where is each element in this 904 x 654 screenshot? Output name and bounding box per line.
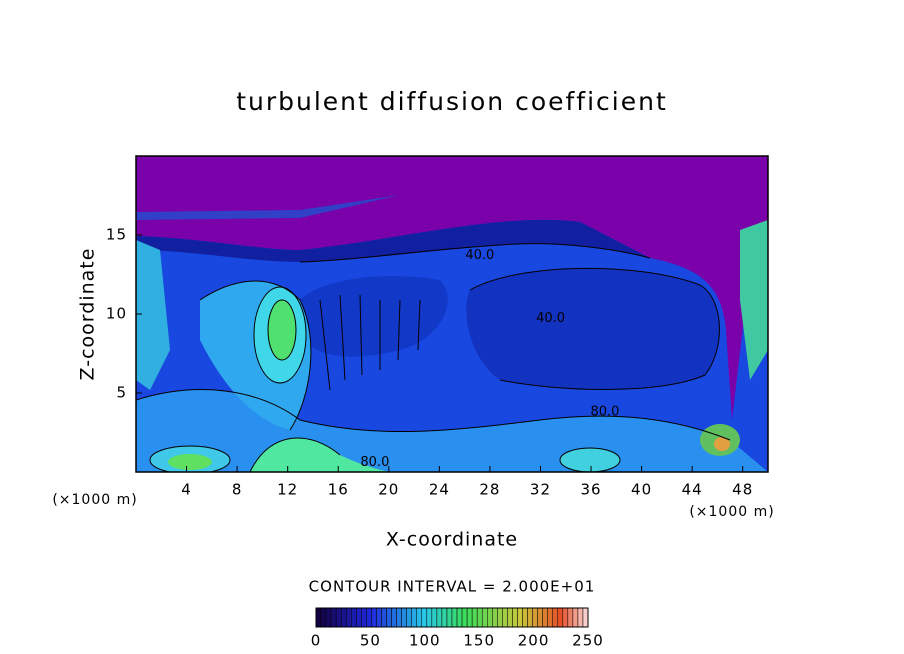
colorbar-swatch bbox=[537, 607, 543, 628]
x-tick-label: 32 bbox=[530, 481, 551, 499]
colorbar-label: CONTOUR INTERVAL = 2.000E+01 bbox=[309, 578, 596, 596]
colorbar-tick-label: 250 bbox=[572, 632, 604, 650]
colorbar-swatch bbox=[547, 607, 553, 628]
y-axis-unit: (×1000 m) bbox=[52, 492, 137, 508]
contour-label: 40.0 bbox=[536, 311, 565, 326]
colorbar-swatch bbox=[456, 607, 463, 628]
colorbar-swatch bbox=[340, 607, 347, 628]
colorbar-swatch bbox=[356, 607, 362, 628]
colorbar-swatch bbox=[497, 607, 503, 628]
colorbar-swatch bbox=[376, 607, 382, 628]
colorbar-swatch bbox=[431, 607, 438, 628]
colorbar-swatch bbox=[507, 607, 513, 628]
y-tick-label: 10 bbox=[106, 305, 127, 323]
colorbar-swatch bbox=[557, 607, 564, 628]
colorbar-swatch bbox=[527, 607, 533, 628]
colorbar-swatch bbox=[406, 607, 412, 628]
colorbar-swatch bbox=[451, 607, 458, 628]
x-tick-label: 24 bbox=[429, 481, 450, 499]
colorbar-swatch bbox=[345, 607, 352, 628]
x-tick-label: 40 bbox=[631, 481, 652, 499]
colorbar-swatch bbox=[441, 607, 448, 628]
colorbar-swatch bbox=[567, 607, 574, 628]
x-tick-label: 12 bbox=[277, 481, 298, 499]
colorbar-tick-label: 200 bbox=[518, 632, 550, 650]
contour-label: 80.0 bbox=[590, 404, 619, 419]
x-tick-label: 8 bbox=[232, 481, 243, 499]
colorbar-tick-label: 0 bbox=[311, 632, 322, 650]
colorbar-swatch bbox=[396, 607, 402, 628]
colorbar-swatch bbox=[411, 607, 417, 628]
colorbar-swatch bbox=[335, 607, 342, 628]
colorbar-swatch bbox=[582, 607, 589, 628]
colorbar-swatch bbox=[320, 607, 327, 628]
y-tick-label: 15 bbox=[106, 226, 127, 244]
colorbar-tick-label: 50 bbox=[360, 632, 381, 650]
x-tick-label: 16 bbox=[328, 481, 349, 499]
colorbar-swatch bbox=[522, 607, 528, 628]
colorbar-swatch bbox=[446, 607, 453, 628]
colorbar-swatch bbox=[487, 607, 493, 628]
chart-title: turbulent diffusion coefficient bbox=[236, 87, 668, 116]
x-tick-label: 36 bbox=[580, 481, 601, 499]
x-tick-label: 48 bbox=[732, 481, 753, 499]
colorbar-swatch bbox=[436, 607, 443, 628]
colorbar-tick-label: 150 bbox=[463, 632, 495, 650]
colorbar-swatch bbox=[421, 607, 428, 628]
colorbar-swatch bbox=[461, 607, 468, 628]
contour-field bbox=[136, 156, 768, 472]
colorbar-swatch bbox=[532, 607, 538, 628]
colorbar-swatch bbox=[391, 607, 397, 628]
colorbar-swatch bbox=[552, 607, 559, 628]
x-axis-unit: (×1000 m) bbox=[689, 504, 774, 520]
y-tick-label: 5 bbox=[116, 384, 127, 402]
colorbar-swatch bbox=[572, 607, 579, 628]
colorbar-swatch bbox=[577, 607, 584, 628]
colorbar-swatch bbox=[315, 607, 322, 628]
colorbar-swatch bbox=[371, 607, 377, 628]
contour-label: 40.0 bbox=[465, 248, 494, 263]
colorbar-swatch bbox=[542, 607, 548, 628]
colorbar-swatch bbox=[366, 607, 372, 628]
colorbar-swatch bbox=[325, 607, 332, 628]
x-axis-label: X-coordinate bbox=[386, 529, 518, 551]
colorbar-swatch bbox=[502, 607, 508, 628]
x-tick-label: 4 bbox=[181, 481, 192, 499]
colorbar-swatch bbox=[361, 607, 367, 628]
colorbar-swatch bbox=[512, 607, 518, 628]
colorbar-swatch bbox=[416, 607, 423, 628]
y-axis-label: Z-coordinate bbox=[77, 248, 99, 381]
colorbar-swatch bbox=[351, 607, 357, 628]
colorbar-tick-label: 100 bbox=[409, 632, 441, 650]
contour-label: 80.0 bbox=[360, 455, 389, 470]
x-tick-label: 28 bbox=[479, 481, 500, 499]
colorbar-swatch bbox=[466, 607, 473, 628]
colorbar-swatch bbox=[330, 607, 337, 628]
colorbar-swatch bbox=[426, 607, 433, 628]
x-tick-label: 44 bbox=[682, 481, 703, 499]
colorbar-swatch bbox=[386, 607, 392, 628]
colorbar-swatch bbox=[562, 607, 569, 628]
colorbar-swatch bbox=[476, 607, 483, 628]
colorbar-frame bbox=[315, 607, 589, 628]
colorbar-swatch bbox=[492, 607, 498, 628]
colorbar-swatch bbox=[517, 607, 523, 628]
colorbar-swatch bbox=[401, 607, 407, 628]
colorbar-swatch bbox=[481, 607, 488, 628]
colorbar-swatch bbox=[471, 607, 478, 628]
colorbar-swatch bbox=[381, 607, 387, 628]
x-tick-label: 20 bbox=[378, 481, 399, 499]
